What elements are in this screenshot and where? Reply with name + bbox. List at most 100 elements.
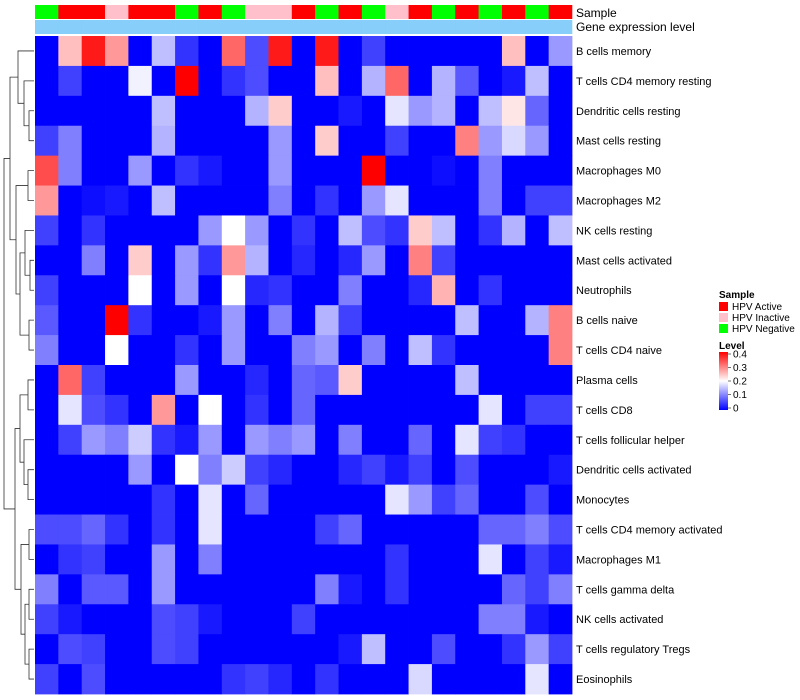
heatmap-cell <box>455 454 480 486</box>
heatmap-cell <box>385 454 409 486</box>
heatmap-cell <box>105 664 129 695</box>
row-label-dendritic-cells-resting: Dendritic cells resting <box>576 106 681 118</box>
heatmap-cell <box>268 454 293 486</box>
heatmap-cell <box>35 394 59 426</box>
heatmap-cell <box>525 394 550 426</box>
heatmap-cell <box>81 95 106 127</box>
heatmap-cell <box>58 36 83 67</box>
heatmap-cell <box>198 245 223 276</box>
heatmap-cell <box>198 424 223 456</box>
heatmap-cell <box>291 125 316 157</box>
heatmap-cell <box>291 275 316 306</box>
heatmap-cell <box>548 365 573 396</box>
heatmap-cell <box>245 125 269 157</box>
heatmap-cell <box>385 155 409 186</box>
heatmap-cell <box>315 215 339 246</box>
heatmap-cell <box>81 454 106 486</box>
row-label-monocytes: Monocytes <box>576 495 630 507</box>
heatmap-cell <box>548 305 573 336</box>
heatmap-cell <box>385 544 409 575</box>
heatmap-cell <box>361 335 386 366</box>
heatmap-cell <box>35 65 59 97</box>
heatmap-cell <box>431 454 456 486</box>
heatmap-cell <box>548 484 573 515</box>
heatmap-cell <box>105 36 129 67</box>
heatmap-cell <box>198 95 223 127</box>
heatmap-cell <box>175 125 199 157</box>
heatmap-cell <box>268 275 293 306</box>
heatmap-cell <box>291 305 316 336</box>
heatmap-cell <box>151 245 176 276</box>
gene-expression-annotation-cell <box>408 20 433 34</box>
heatmap-cell <box>35 155 59 186</box>
heatmap-cell <box>548 185 573 216</box>
heatmap-cell <box>81 544 106 575</box>
heatmap-cell <box>525 514 550 545</box>
heatmap-cell <box>198 664 223 695</box>
heatmap-cell <box>151 514 176 545</box>
gene-expression-annotation-cell <box>431 20 456 34</box>
heatmap-cell <box>431 65 456 97</box>
heatmap-cell <box>478 574 503 605</box>
heatmap-cell <box>361 604 386 635</box>
heatmap-cell <box>268 664 293 695</box>
heatmap-cell <box>105 454 129 486</box>
heatmap-cell <box>478 185 503 216</box>
level-legend-title: Level <box>719 341 745 352</box>
heatmap-cell <box>315 454 339 486</box>
heatmap-cell <box>128 365 153 396</box>
heatmap-cell <box>315 245 339 276</box>
heatmap-cell <box>408 574 433 605</box>
heatmap-cell <box>128 544 153 575</box>
heatmap-cell <box>455 634 480 665</box>
heatmap-cell <box>361 664 386 695</box>
heatmap-cell <box>548 634 573 665</box>
heatmap-cell <box>501 394 526 426</box>
heatmap-cell <box>291 155 316 186</box>
heatmap-cell <box>408 305 433 336</box>
heatmap-cell <box>408 454 433 486</box>
heatmap-cell <box>175 65 199 97</box>
heatmap-cell <box>291 514 316 545</box>
heatmap-cell <box>175 604 199 635</box>
gene-expression-annotation-cell <box>548 20 573 34</box>
heatmap-cell <box>548 454 573 486</box>
heatmap-cell <box>385 215 409 246</box>
legend-label-hpv-inactive: HPV Inactive <box>732 313 790 324</box>
sample-annotation-active <box>338 5 363 19</box>
heatmap-cell <box>81 275 106 306</box>
heatmap-cell <box>291 394 316 426</box>
heatmap-cell <box>268 514 293 545</box>
heatmap-cell <box>315 424 339 456</box>
heatmap-cell <box>105 365 129 396</box>
row-label-dendritic-cells-activated: Dendritic cells activated <box>576 465 692 477</box>
row-label-mast-cells-activated: Mast cells activated <box>576 255 672 267</box>
dendrogram-branch <box>27 170 34 201</box>
heatmap-cell <box>431 215 456 246</box>
heatmap-cell <box>268 394 293 426</box>
heatmap-cell <box>408 155 433 186</box>
heatmap-cell <box>361 574 386 605</box>
sample-annotation-negative <box>221 5 246 19</box>
heatmap-cell <box>548 394 573 426</box>
heatmap-cell <box>81 394 106 426</box>
level-tick-label: 0.2 <box>733 377 747 388</box>
heatmap-cell <box>361 245 386 276</box>
heatmap-cell <box>548 125 573 157</box>
sample-annotation-negative <box>175 5 199 19</box>
heatmap-cell <box>361 305 386 336</box>
gene-expression-annotation-cell <box>455 20 479 34</box>
dendrogram-branch <box>28 110 34 142</box>
heatmap-cell <box>478 484 503 515</box>
heatmap-cell <box>361 544 386 575</box>
heatmap-cell <box>361 155 386 186</box>
heatmap-cell <box>35 454 59 486</box>
heatmap-cell <box>478 514 503 545</box>
row-label-t-cells-gamma-delta: T cells gamma delta <box>576 584 675 596</box>
heatmap-cell <box>291 365 316 396</box>
row-label-nk-cells-activated: NK cells activated <box>576 614 663 626</box>
heatmap-cell <box>175 245 199 276</box>
heatmap-cell <box>408 424 433 456</box>
heatmap-cell <box>431 604 456 635</box>
sample-annotation-active <box>501 5 526 19</box>
